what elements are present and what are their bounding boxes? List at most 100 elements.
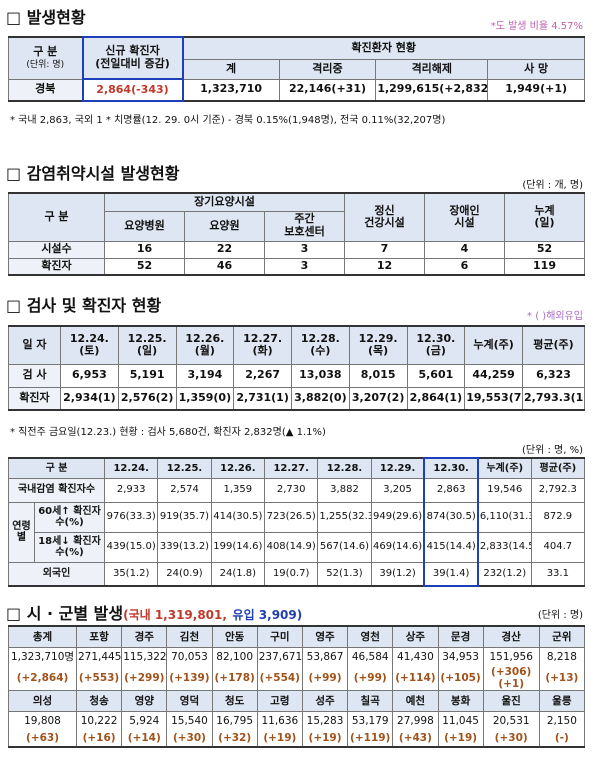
change: (+63) [8,730,77,748]
cell: 8,015 [348,363,408,388]
cell: 시설수 [8,240,105,259]
cell: 2,833(14.5) [477,531,532,563]
cell: 39(1.2) [370,561,425,587]
district-name: 문경 [437,625,484,648]
cell: 35(1.2) [104,561,159,587]
section-title-text: □ 시 · 군별 발생 [6,604,124,623]
change: (+16) [75,730,123,748]
data-row: 연령별 60세↑ 확진자수(%) 976(33.3) 919(35.7) 414(30.… [8,501,586,563]
header-cell: 12.29. (목) [348,325,408,365]
header-cell: 12.28. (수) [291,325,350,365]
change: (+554) [256,666,303,692]
cell: 404.7 [530,531,586,563]
table-body: 총계 포항 경주 김천 안동 구미 영주 영천 상주 문경 경산 군위 1,323,710명 271,44… [8,625,586,748]
cell: 외국인 [7,561,106,587]
group-cell: 연령별 [8,501,35,563]
section-title: □ 검사 및 확진자 현황 [6,296,162,315]
cell: 82,100 [211,647,258,666]
header-sub: (전일대비 증감) [95,57,170,70]
cell: 41,430 [392,647,439,666]
table-body: 구 분 12.24. 12.25. 12.26. 12.27. 12.28. 12.29. 1… [7,457,586,587]
cell: 199(14.6) [210,531,266,563]
cell: 8,218 [538,647,586,666]
domestic-total: (국내 1,319,801, [123,608,227,622]
header-cell: 격리중 [278,58,377,80]
header-text: 구 분 [33,44,58,58]
header-cell: 12.25. [157,457,212,479]
change: (+14) [121,730,168,748]
district-name: 김천 [166,625,213,648]
header-cell: 12.30. (금) [406,325,466,365]
header-cell: 요양병원 [104,210,185,242]
cell: 22,146(+31) [278,78,377,102]
header-cell: 12.24. (토) [60,325,119,365]
header-cell: 누계 (일) [504,192,585,242]
district-name: 고령 [256,690,303,713]
district-name: 울진 [482,690,540,713]
section-title: □ 감염취약시설 발생현황 [6,164,180,183]
cell: 확진자 [8,386,61,411]
data-row: 외국인 35(1.2) 24(0.9) 24(1.8) 19(0.7) 52(1.3) 39… [7,561,586,587]
cell: 18세↓ 확진자수(%) [33,531,106,563]
note: *도 발생 비율 4.57% [490,21,583,32]
cell: 2,731(1) [233,386,292,411]
cell: 271,445 [75,647,123,666]
change: (+114) [392,666,439,692]
cell: 24(1.8) [210,561,266,587]
cell: 19,546 [477,477,532,503]
cell: 1,359(0) [175,386,235,411]
change: (+19) [437,730,484,748]
district-name: 의성 [8,690,77,713]
change: (+306)(+1) [482,666,540,692]
cell: 6 [424,257,505,276]
cell: 10,222 [75,711,123,731]
change: (+13) [538,666,586,692]
header-row: 일 자 12.24. (토) 12.25. (일) 12.26. (월) 12.27. … [8,325,585,365]
header-cell: 계 [182,58,280,80]
cell: 46 [184,257,265,276]
cell: 13,038 [291,363,350,388]
header-text: 신규 확진자 [105,44,160,58]
unit: (단위 : 명, %) [522,445,583,456]
change: (+30) [482,730,540,748]
change: (+139) [166,666,213,692]
cell: 339(13.2) [157,531,212,563]
district-name: 영양 [121,690,168,713]
data-row: 국내감염 확진자수 2,933 2,574 1,359 2,730 3,882 3,205 2… [7,477,586,503]
table: 구 분 장기요양시설 정신 건강시설 장애인 시설 누계 (일) 요양병원 요양원 주간 보… [8,192,585,276]
cell: 949(29.6) [370,501,425,533]
note: * ( )해외유입 [527,311,583,322]
table-body: 검 사 6,953 5,191 3,194 2,267 13,038 8,015 5,601 4… [8,363,585,411]
cell: 4 [424,240,505,259]
data-row: (+2,864) (+553) (+299) (+139) (+178) (+554) (+… [8,666,586,692]
section-title: □ 발생현황 [6,8,86,27]
header-cell: 평균(주) [522,325,585,365]
cell: 3,205 [370,477,425,503]
data-row: 확진자 52 46 3 12 6 119 [8,257,585,276]
cell: 2,150 [538,711,586,731]
imported-total: 유입 3,909) [232,608,303,622]
header-cell: 누계(주) [477,457,532,479]
district-name: 울릉 [538,690,586,713]
change: (+32) [211,730,258,748]
cell: 2,793.3(1.0) [522,386,585,411]
cell: 34,953 [437,647,484,666]
data-row: 확진자 2,934(1) 2,576(2) 1,359(0) 2,731(1) 3,882… [8,386,585,411]
cell: 2,730 [263,477,319,503]
district-name: 영천 [347,625,394,648]
data-row: 총계 포항 경주 김천 안동 구미 영주 영천 상주 문경 경산 군위 [8,625,586,648]
cell: 6,323 [522,363,585,388]
data-row: 18세↓ 확진자수(%) 439(15.0) 339(13.2) 199(14.6) 4… [9,531,586,563]
district-name: 경산 [482,625,540,648]
table: 일 자 12.24. (토) 12.25. (일) 12.26. (월) 12.27. … [8,325,585,411]
cell: 3,194 [175,363,235,388]
cell: 115,322 [121,647,168,666]
cell: 15,540 [166,711,213,731]
header-cell: 평균(주) [530,457,586,479]
tbody: 일 자 12.24. (토) 12.25. (일) 12.26. (월) 12.27. … [8,325,585,365]
header-cell: 12.27. [263,457,319,479]
cell: 2,574 [157,477,212,503]
cell: 469(14.6) [370,531,425,563]
data-row: 의성 청송 영양 영덕 청도 고령 성주 칠곡 예천 봉화 울진 울릉 [8,690,586,713]
